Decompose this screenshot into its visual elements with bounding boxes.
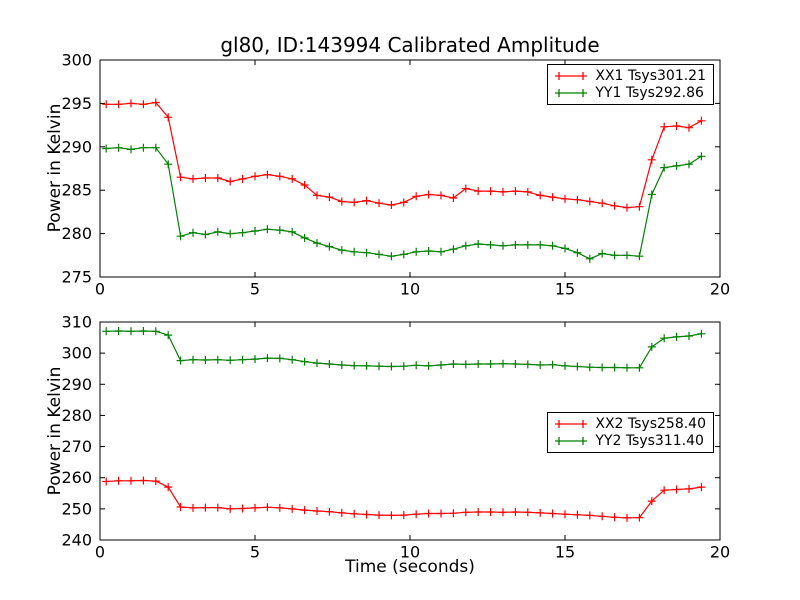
y-tick-label: 240 [61, 531, 92, 550]
y-tick-label: 260 [61, 468, 92, 487]
legend-label: YY1 Tsys292.86 [595, 85, 704, 101]
legend-top: XX1 Tsys301.21 YY1 Tsys292.86 [547, 64, 714, 105]
y-tick-label: 310 [61, 313, 92, 332]
y-axis-label-top: Power in Kelvin [45, 103, 65, 233]
y-axis-label-bottom: Power in Kelvin [45, 366, 65, 496]
plus-line-marker-icon [555, 89, 588, 97]
y-tick-label: 300 [61, 344, 92, 363]
x-tick-label: 5 [250, 543, 260, 562]
x-tick-label: 20 [710, 543, 730, 562]
y-tick-label: 290 [61, 375, 92, 394]
x-tick-label: 15 [555, 280, 575, 299]
series-plus-markers [102, 143, 706, 263]
chart-title: gl80, ID:143994 Calibrated Amplitude [220, 33, 600, 57]
x-tick-label: 0 [95, 280, 105, 299]
y-tick-label: 285 [61, 181, 92, 200]
legend-line-sample [555, 420, 588, 428]
x-tick-label: 0 [95, 543, 105, 562]
series-plus-markers [102, 327, 706, 372]
legend-label: XX2 Tsys258.40 [595, 416, 706, 432]
x-tick-label: 5 [250, 280, 260, 299]
y-tick-label: 270 [61, 437, 92, 456]
legend-label: XX1 Tsys301.21 [595, 68, 706, 84]
legend-line-sample [555, 437, 588, 445]
y-tick-label: 300 [61, 51, 92, 70]
legend-line-sample [555, 72, 588, 80]
y-tick-label: 250 [61, 499, 92, 518]
legend-label: YY2 Tsys311.40 [595, 433, 704, 449]
x-tick-label: 10 [400, 280, 420, 299]
y-tick-label: 290 [61, 137, 92, 156]
legend-line-sample [555, 89, 588, 97]
legend-entry: YY1 Tsys292.86 [554, 85, 706, 101]
x-axis-label: Time (seconds) [345, 557, 475, 577]
plus-line-marker-icon [555, 420, 588, 428]
y-tick-label: 280 [61, 406, 92, 425]
y-tick-label: 275 [61, 268, 92, 287]
plus-line-marker-icon [555, 437, 588, 445]
legend-bottom: XX2 Tsys258.40 YY2 Tsys311.40 [547, 412, 714, 453]
y-tick-label: 280 [61, 224, 92, 243]
x-tick-label: 20 [710, 280, 730, 299]
y-tick-label: 295 [61, 94, 92, 113]
legend-entry: XX1 Tsys301.21 [554, 68, 706, 84]
x-tick-label: 15 [555, 543, 575, 562]
legend-entry: YY2 Tsys311.40 [554, 433, 706, 449]
x-tick-label: 10 [400, 543, 420, 562]
legend-entry: XX2 Tsys258.40 [554, 416, 706, 432]
plus-line-marker-icon [555, 72, 588, 80]
series-line [106, 101, 702, 209]
series-plus-markers [102, 476, 706, 522]
series-plus-markers [102, 98, 706, 212]
